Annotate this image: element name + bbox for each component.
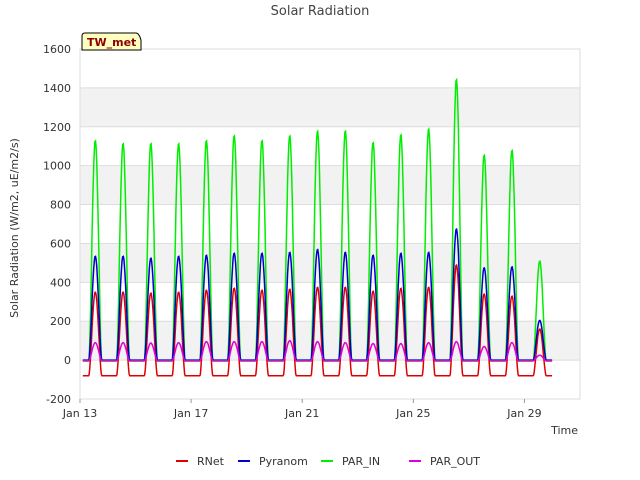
y-tick-label: 200 xyxy=(50,315,71,328)
x-axis-ticks: Jan 13 Jan 17 Jan 21 Jan 25 Jan 29 xyxy=(62,399,542,420)
legend-item-pyranom: Pyranom xyxy=(238,455,308,468)
legend-label: RNet xyxy=(197,455,225,468)
station-badge: TW_met xyxy=(81,32,142,51)
plot-bands xyxy=(80,49,580,399)
y-tick-label: 600 xyxy=(50,237,71,250)
legend-label: PAR_IN xyxy=(342,455,380,468)
legend: RNet Pyranom PAR_IN PAR_OUT xyxy=(176,455,480,468)
x-tick-label: Jan 13 xyxy=(62,407,97,420)
x-tick-label: Jan 25 xyxy=(395,407,430,420)
y-tick-label: 1400 xyxy=(43,82,71,95)
legend-item-par-in: PAR_IN xyxy=(321,455,380,468)
badge-label: TW_met xyxy=(87,36,136,49)
plot-band xyxy=(80,204,580,244)
series-line-par-out xyxy=(82,339,553,362)
series-line-rnet xyxy=(82,263,553,377)
x-tick-label: Jan 29 xyxy=(506,407,541,420)
y-tick-label: 1000 xyxy=(43,160,71,173)
plot-frame xyxy=(79,48,581,400)
y-tick-label: 1200 xyxy=(43,121,71,134)
x-tick-label: Jan 21 xyxy=(284,407,319,420)
y-tick-label: 1600 xyxy=(43,43,71,56)
series-layer xyxy=(82,77,553,377)
plot-band xyxy=(80,321,580,361)
y-axis-ticks: -200 0 200 400 600 800 1000 1200 1400 1600 xyxy=(43,43,71,406)
x-axis-label: Time xyxy=(550,424,578,437)
plot-band xyxy=(80,282,580,322)
legend-item-par-out: PAR_OUT xyxy=(409,455,480,468)
legend-label: Pyranom xyxy=(259,455,308,468)
chart-title: Solar Radiation xyxy=(271,4,370,19)
plot-band xyxy=(80,126,580,166)
y-axis-label: Solar Radiation (W/m2, uE/m2/s) xyxy=(8,138,21,318)
legend-item-rnet: RNet xyxy=(176,455,225,468)
y-tick-label: 400 xyxy=(50,276,71,289)
plot-band xyxy=(80,87,580,127)
y-tick-label: 800 xyxy=(50,199,71,212)
x-tick-label: Jan 17 xyxy=(173,407,208,420)
plot-band xyxy=(80,360,580,399)
plot-band xyxy=(80,243,580,283)
legend-label: PAR_OUT xyxy=(430,455,480,468)
y-tick-label: -200 xyxy=(46,393,71,406)
y-tick-label: 0 xyxy=(64,354,71,367)
badge-shape xyxy=(81,32,142,51)
plot-band xyxy=(80,49,580,88)
plot-band xyxy=(80,165,580,205)
